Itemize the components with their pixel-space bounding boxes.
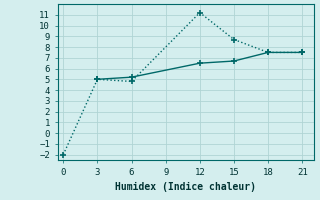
X-axis label: Humidex (Indice chaleur): Humidex (Indice chaleur)	[115, 182, 256, 192]
